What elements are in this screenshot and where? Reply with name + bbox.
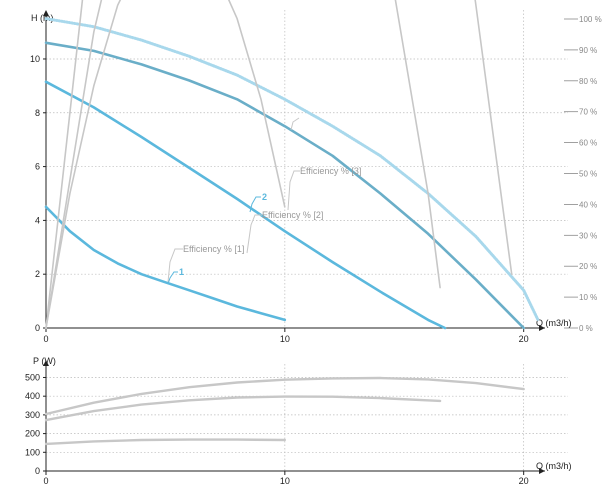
y-axis-title: P (W) [33, 356, 56, 366]
y-tick-label: 8 [35, 108, 40, 118]
efficiency-label: Efficiency % [3] [300, 166, 361, 176]
x-axis-arrow [539, 325, 545, 331]
efficiency-tick-label: 100 % [579, 15, 602, 24]
efficiency-curve-eff1 [45, 0, 286, 329]
efficiency-label-leader [287, 170, 300, 211]
efficiency-label-leader [246, 214, 262, 254]
x-axis-title: Q (m3/h) [536, 318, 572, 328]
power-chart-grid [46, 364, 568, 471]
efficiency-tick-label: 90 % [579, 46, 597, 55]
efficiency-label: Efficiency % [1] [183, 244, 244, 254]
power-curve-p1 [44, 438, 286, 446]
head-curve-max [44, 17, 540, 322]
x-tick-label: 0 [43, 334, 48, 344]
head-chart-axes: 0 2 4 6 8 10 0 10 20 H (m) Q (m3/h) [30, 10, 572, 344]
y-axis-arrow [43, 10, 49, 16]
efficiency-tick-label: 40 % [579, 200, 597, 209]
y-tick-label: 10 [30, 54, 40, 64]
curve-id-leader [249, 196, 261, 213]
efficiency-curve-eff3 [45, 0, 513, 329]
y-tick-label: 0 [35, 323, 40, 333]
power-curve-p2 [44, 395, 442, 422]
x-tick-label: 20 [519, 476, 529, 486]
head-curve-2 [44, 80, 447, 330]
power-chart-panel: 0 100 200 300 400 500 0 10 20 P (W) Q (m3/h) [25, 356, 572, 486]
efficiency-curve-eff2 [45, 0, 441, 329]
x-tick-label: 0 [43, 476, 48, 486]
head-chart-series [44, 0, 540, 330]
power-chart-axes: 0 100 200 300 400 500 0 10 20 P (W) Q (m3/h) [25, 356, 572, 486]
head-chart-annotations: Efficiency % [1] Efficiency % [2] Efficien… [167, 117, 361, 285]
x-axis-title: Q (m3/h) [536, 461, 572, 471]
efficiency-tick-label: 80 % [579, 77, 597, 86]
efficiency-tick-label: 70 % [579, 108, 597, 117]
efficiency-tick-label: 50 % [579, 170, 597, 179]
y-tick-label: 300 [25, 410, 40, 420]
y-tick-label: 200 [25, 429, 40, 439]
y-tick-label: 0 [35, 466, 40, 476]
curve-id-label: 2 [262, 192, 267, 202]
efficiency-tick-label: 60 % [579, 139, 597, 148]
x-axis-arrow [539, 468, 545, 474]
x-tick-label: 10 [280, 476, 290, 486]
efficiency-tick-label: 20 % [579, 262, 597, 271]
power-chart-series [44, 376, 525, 446]
efficiency-tick-label: 10 % [579, 293, 597, 302]
head-chart-panel: 0 % 10 % 20 % 30 % 40 % 50 % 60 % 70 % 80 % 90 % 1… [30, 0, 602, 344]
curve-id-label: 1 [179, 267, 184, 277]
efficiency-tick-label: 0 % [579, 324, 593, 333]
y-tick-label: 2 [35, 269, 40, 279]
efficiency-axis: 0 % 10 % 20 % 30 % 40 % 50 % 60 % 70 % 80 % 90 % 1… [564, 15, 602, 333]
head-curve-1 [44, 205, 287, 322]
max-curve-leader [290, 117, 300, 131]
curve-id-leader [167, 271, 178, 285]
y-tick-label: 500 [25, 372, 40, 382]
y-tick-label: 4 [35, 215, 40, 225]
y-tick-label: 6 [35, 162, 40, 172]
y-axis-title: H (m) [31, 13, 54, 23]
x-tick-label: 20 [519, 334, 529, 344]
x-tick-label: 10 [280, 334, 290, 344]
y-axis-arrow [43, 360, 49, 366]
efficiency-label: Efficiency % [2] [262, 210, 323, 220]
head-chart-grid [46, 10, 568, 328]
y-tick-label: 400 [25, 391, 40, 401]
efficiency-tick-label: 30 % [579, 231, 597, 240]
power-curve-p3 [44, 376, 525, 416]
efficiency-label-leader [167, 248, 183, 283]
y-tick-label: 100 [25, 447, 40, 457]
head-curve-3 [44, 41, 525, 330]
